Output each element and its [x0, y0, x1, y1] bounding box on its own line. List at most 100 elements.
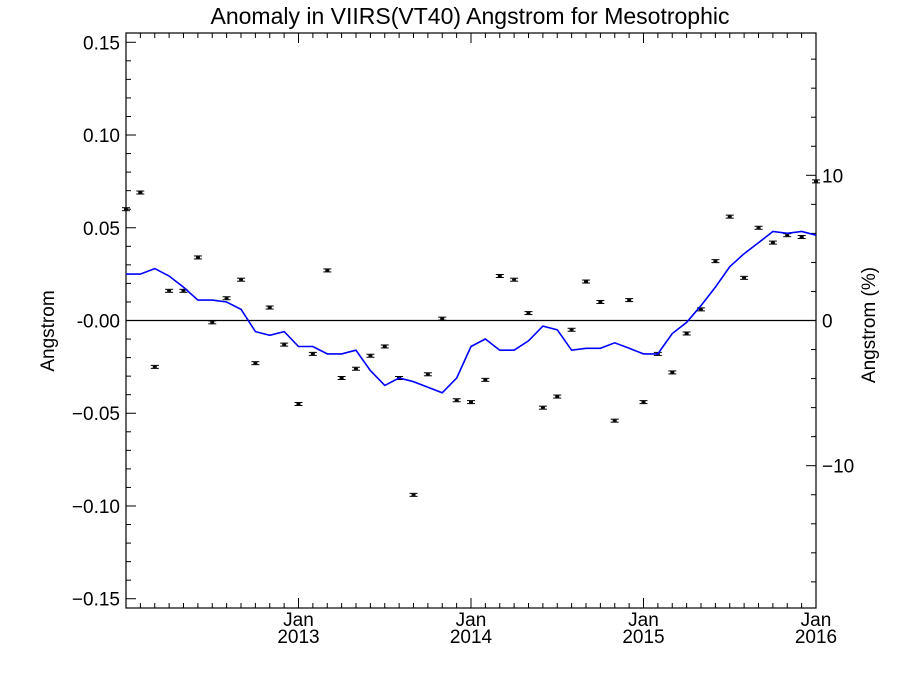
data-point: [495, 273, 504, 278]
data-point: [150, 364, 159, 369]
chart-title: Anomaly in VIIRS(VT40) Angstrom for Meso…: [211, 3, 730, 29]
data-point: [323, 268, 332, 273]
point-marker: [698, 308, 703, 311]
point-marker: [584, 280, 589, 283]
data-point: [208, 320, 217, 325]
point-marker: [181, 289, 186, 292]
y-tick-label: 0.15: [83, 33, 120, 54]
data-point: [754, 225, 763, 230]
point-marker: [210, 321, 215, 324]
point-marker: [756, 226, 761, 229]
point-marker: [684, 332, 689, 335]
point-marker: [742, 276, 747, 279]
data-point: [524, 311, 533, 316]
point-marker: [713, 260, 718, 263]
point-marker: [353, 367, 358, 370]
data-point: [725, 214, 734, 219]
point-marker: [124, 208, 128, 211]
data-point: [510, 277, 519, 282]
point-marker: [612, 419, 617, 422]
plot-area: 0.15 0.10 0.05 -0.00 −0.05 −0.10 −0.15 10 0 −10 Ja…: [72, 32, 854, 648]
data-point: [553, 394, 562, 399]
point-marker: [469, 401, 473, 404]
data-point: [452, 398, 461, 403]
data-point: [812, 179, 820, 184]
data-point: [467, 400, 475, 405]
x-tick-month-label: Jan: [801, 610, 832, 631]
data-point: [237, 277, 246, 282]
point-marker: [152, 365, 157, 368]
data-point: [797, 235, 806, 240]
point-marker: [727, 215, 732, 218]
data-point: [222, 296, 231, 301]
point-marker: [785, 234, 790, 237]
x-tick-month-label: Jan: [456, 610, 487, 631]
point-marker: [670, 371, 675, 374]
point-marker: [325, 269, 330, 272]
point-marker: [555, 395, 560, 398]
data-point: [308, 351, 317, 356]
point-marker: [310, 352, 315, 355]
point-marker: [224, 297, 229, 300]
data-point: [280, 342, 289, 347]
data-point: [165, 288, 174, 293]
data-point: [639, 400, 648, 405]
point-marker: [569, 328, 574, 331]
point-marker: [598, 300, 603, 303]
point-marker: [497, 274, 502, 277]
data-point: [351, 366, 360, 371]
data-point: [768, 240, 777, 245]
y-right-tick-label: 10: [822, 166, 843, 187]
data-point: [136, 190, 145, 195]
data-point: [711, 259, 720, 264]
point-marker: [770, 241, 775, 244]
y-right-tick-label: −10: [822, 457, 854, 478]
y-right-tick-label: 0: [822, 312, 833, 333]
point-marker: [512, 278, 517, 281]
y-axis-label-left: Angstrom: [38, 290, 59, 371]
data-point: [481, 377, 490, 382]
point-marker: [267, 306, 272, 309]
x-tick-year-label: 2014: [450, 627, 493, 648]
data-point: [582, 279, 591, 284]
data-point: [337, 376, 346, 380]
point-marker: [454, 399, 459, 402]
data-point: [409, 492, 418, 497]
data-point: [567, 327, 576, 332]
point-marker: [195, 256, 200, 259]
data-point: [265, 305, 274, 310]
y-tick-label: 0.05: [83, 219, 120, 240]
data-point: [625, 298, 634, 303]
data-point: [538, 405, 547, 410]
point-marker: [814, 180, 818, 183]
y-tick-label: −0.15: [72, 590, 120, 611]
data-point: [122, 207, 130, 212]
point-marker: [339, 377, 344, 379]
point-marker: [239, 278, 244, 281]
point-marker: [253, 362, 258, 365]
point-marker: [382, 345, 387, 348]
point-marker: [425, 373, 430, 376]
point-marker: [799, 236, 804, 239]
point-marker: [440, 317, 445, 320]
data-point: [423, 372, 432, 377]
point-marker: [526, 312, 531, 315]
point-marker: [483, 378, 488, 381]
x-tick-month-label: Jan: [628, 610, 659, 631]
x-tick-year-label: 2015: [622, 627, 664, 648]
point-marker: [411, 493, 416, 496]
x-tick-month-label: Jan: [283, 610, 314, 631]
data-point: [596, 299, 605, 304]
y-tick-label: -0.00: [77, 312, 120, 333]
data-point: [380, 344, 389, 349]
point-marker: [368, 354, 373, 357]
point-marker: [641, 401, 646, 404]
data-point: [366, 353, 375, 358]
point-marker: [282, 343, 287, 346]
data-point: [193, 255, 202, 260]
y-tick-label: 0.10: [83, 126, 120, 147]
point-marker: [540, 406, 545, 409]
data-point: [668, 370, 677, 375]
point-marker: [296, 402, 301, 405]
